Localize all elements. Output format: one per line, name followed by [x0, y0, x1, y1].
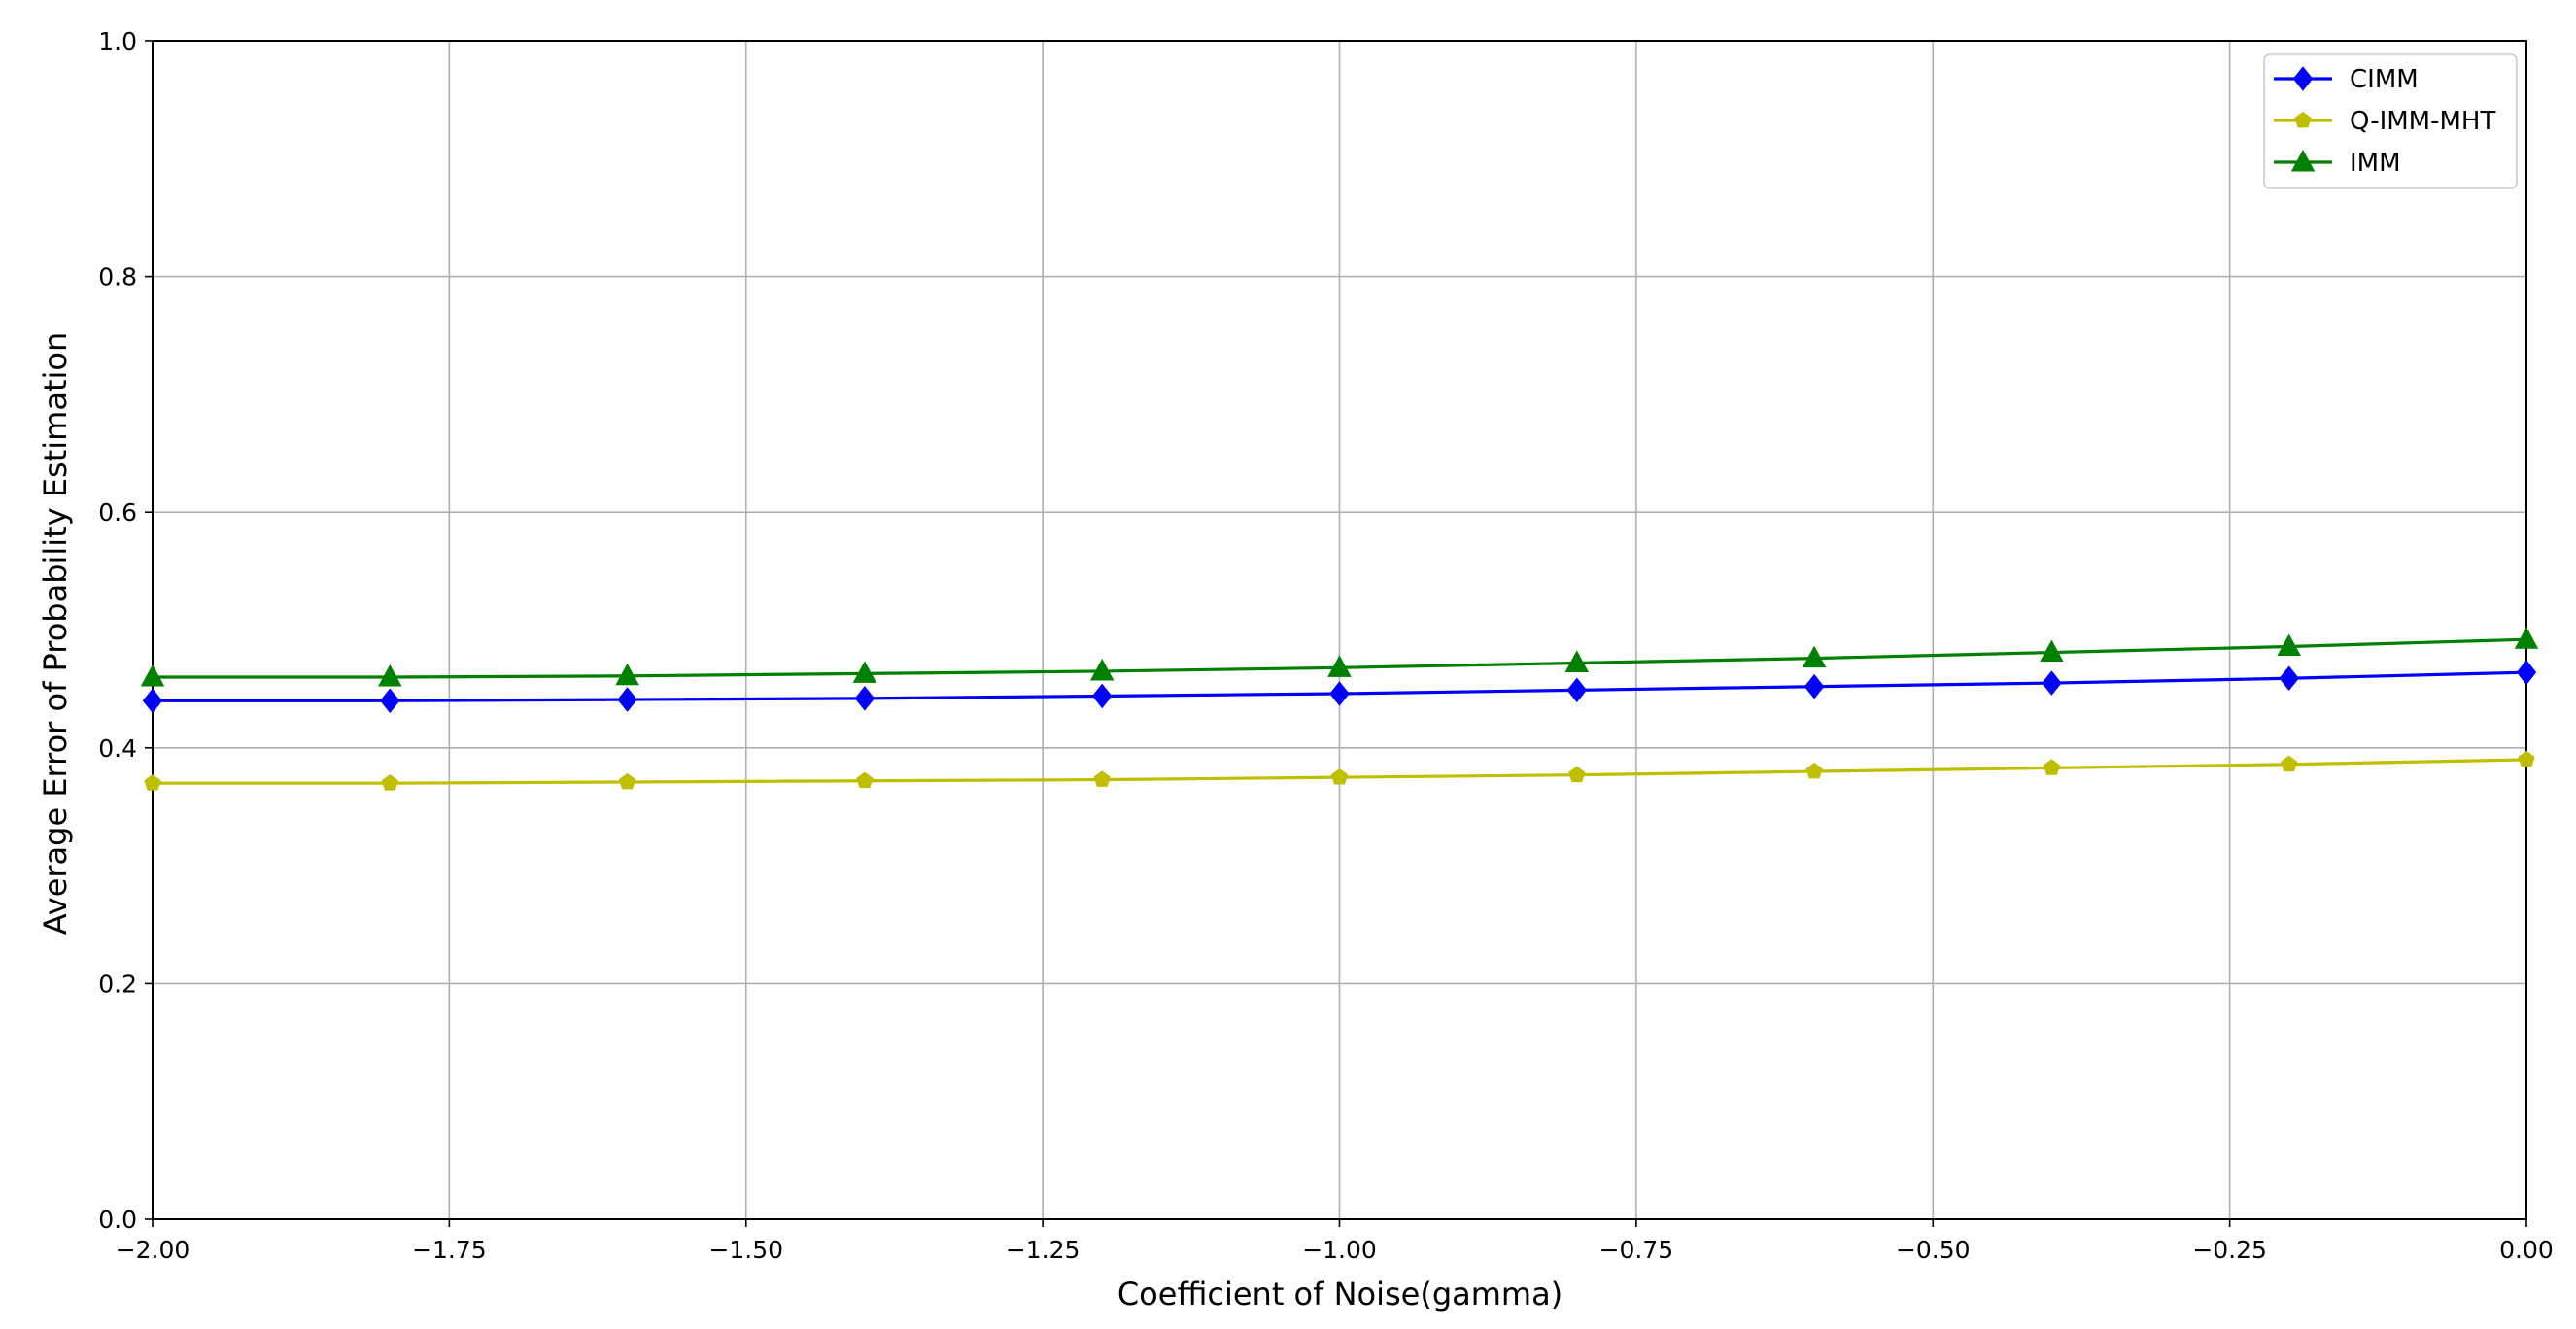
data-point — [2277, 633, 2301, 656]
data-point — [1329, 681, 1350, 706]
data-point — [618, 772, 636, 790]
legend: CIMM Q-IMM-MHT IMM — [2263, 53, 2518, 189]
data-point — [2516, 660, 2537, 685]
x-tick-label: −0.50 — [1896, 1236, 1971, 1264]
data-point — [852, 661, 877, 683]
legend-label: Q-IMM-MHT — [2350, 107, 2495, 136]
legend-marker — [2294, 111, 2312, 128]
legend-marker — [2292, 66, 2314, 91]
data-point — [615, 663, 639, 686]
data-point — [1089, 658, 1115, 681]
y-axis-title: Average Error of Probability Estimation — [37, 332, 74, 936]
x-tick-label: −0.75 — [1599, 1236, 1674, 1264]
data-point — [1327, 655, 1352, 677]
data-point — [1330, 768, 1349, 785]
x-tick-label: −1.75 — [412, 1236, 487, 1264]
data-point — [856, 771, 874, 789]
data-point — [1803, 673, 1825, 699]
y-tick-label: 0.4 — [98, 734, 137, 763]
data-point — [854, 686, 876, 711]
data-point — [1805, 762, 1823, 779]
legend-entry: IMM — [2274, 149, 2401, 178]
data-point — [144, 774, 161, 791]
x-axis-title: Coefficient of Noise(gamma) — [1117, 1276, 1563, 1312]
data-point — [2042, 670, 2062, 696]
legend-label: IMM — [2350, 149, 2401, 178]
data-point — [1564, 650, 1590, 672]
data-point — [2518, 750, 2535, 767]
x-tick-label: −1.50 — [708, 1236, 783, 1264]
data-point — [2043, 759, 2061, 775]
legend-entry: Q-IMM-MHT — [2274, 107, 2495, 136]
legend-label: CIMM — [2350, 65, 2419, 94]
x-tick-label: −2.00 — [116, 1236, 190, 1264]
data-point — [1568, 766, 1586, 783]
y-tick-label: 0.0 — [98, 1206, 137, 1234]
data-point — [2040, 639, 2064, 663]
y-tick-label: 0.2 — [98, 970, 137, 998]
data-point — [2514, 627, 2539, 649]
series-layer — [140, 627, 2539, 791]
data-point — [381, 774, 398, 791]
legend-box — [2263, 53, 2518, 189]
x-tick-label: −1.00 — [1302, 1236, 1377, 1264]
x-tick-label: −1.25 — [1006, 1236, 1081, 1264]
x-tick-label: 0.00 — [2499, 1236, 2554, 1264]
y-tick-label: 0.6 — [98, 498, 137, 527]
data-point — [140, 664, 165, 687]
data-point — [1093, 770, 1111, 787]
data-point — [142, 688, 163, 714]
data-point — [1802, 645, 1827, 668]
data-point — [1566, 677, 1588, 703]
series-cimm — [142, 660, 2537, 714]
data-point — [380, 688, 400, 714]
y-tick-label: 1.0 — [98, 27, 137, 55]
legend-marker — [2290, 149, 2316, 172]
data-point — [1091, 683, 1113, 709]
legend-entry: CIMM — [2274, 65, 2419, 94]
data-point — [378, 664, 402, 687]
data-point — [2281, 755, 2298, 772]
y-tick-label: 0.8 — [98, 263, 137, 291]
data-point — [617, 687, 637, 712]
series-q-imm-mht — [144, 750, 2535, 791]
x-tick-label: −0.25 — [2192, 1236, 2267, 1264]
series-imm — [140, 627, 2539, 687]
tick-labels: −2.00 −1.75 −1.50 −1.25 −1.00 −0.75 −0.50 −0.25… — [98, 27, 2554, 1264]
data-point — [2279, 665, 2299, 692]
